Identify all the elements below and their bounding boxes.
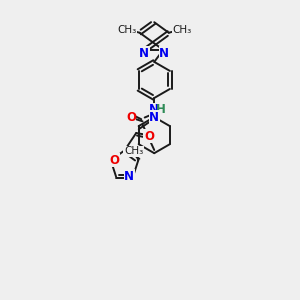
Text: O: O bbox=[126, 111, 136, 124]
Text: CH₃: CH₃ bbox=[172, 25, 192, 34]
Text: N: N bbox=[159, 46, 169, 59]
Text: CH₃: CH₃ bbox=[124, 146, 143, 157]
Text: O: O bbox=[144, 130, 154, 143]
Text: N: N bbox=[139, 46, 149, 59]
Text: H: H bbox=[156, 103, 166, 116]
Text: N: N bbox=[149, 103, 159, 116]
Text: N: N bbox=[149, 111, 159, 124]
Text: CH₃: CH₃ bbox=[117, 25, 136, 34]
Text: O: O bbox=[110, 154, 120, 167]
Text: N: N bbox=[124, 170, 134, 183]
